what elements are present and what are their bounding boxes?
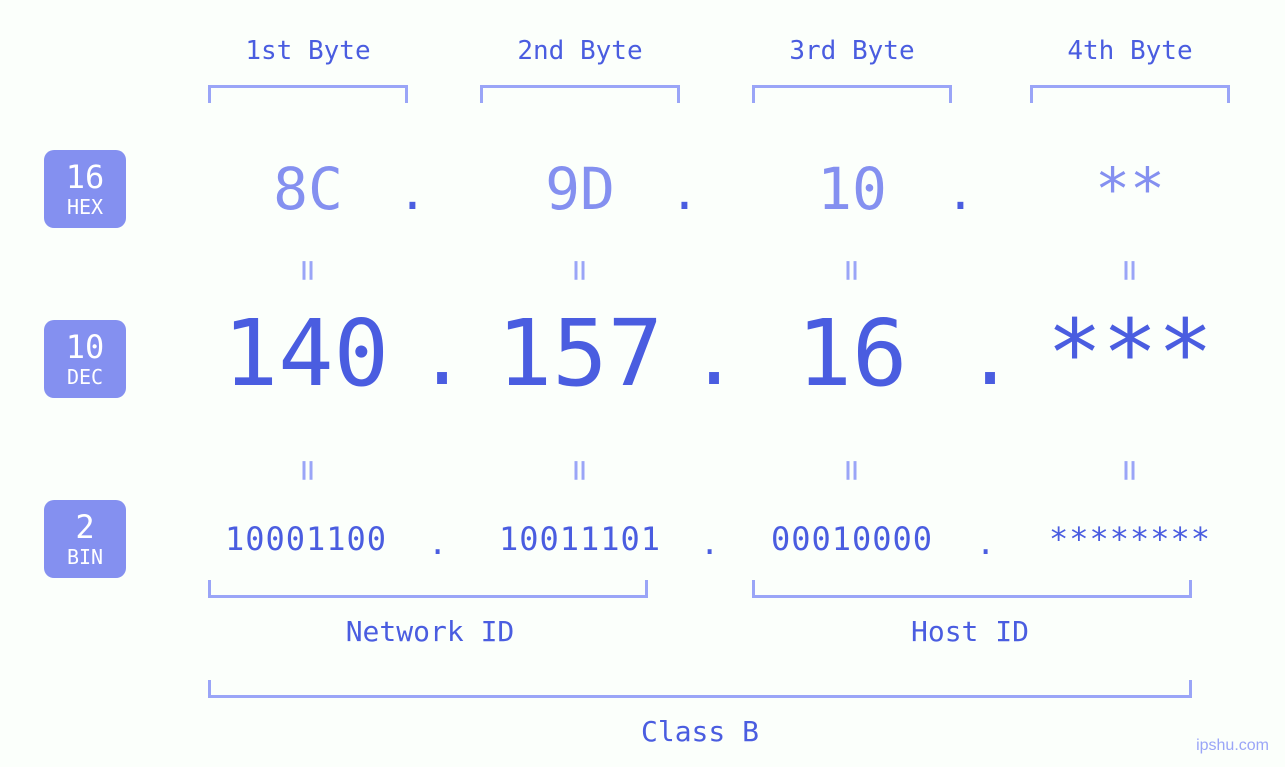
dec-base-num: 10 [66, 330, 105, 365]
byte-header-2: 2nd Byte [460, 36, 700, 66]
dec-base-label: DEC [67, 366, 103, 388]
bin-dot-3: . [976, 524, 995, 562]
dec-badge: 10 DEC [44, 320, 126, 398]
top-bracket-1 [208, 85, 408, 103]
bin-val-1: 10001100 [186, 520, 426, 558]
bin-val-2: 10011101 [460, 520, 700, 558]
dec-dot-2: . [690, 310, 738, 403]
bin-base-num: 2 [75, 510, 94, 545]
hex-val-1: 8C [208, 155, 408, 223]
eq-hd-2: = [559, 260, 600, 282]
dec-val-3: 16 [732, 300, 972, 407]
bin-val-3: 00010000 [732, 520, 972, 558]
class-label: Class B [560, 715, 840, 748]
bin-val-4: ******** [1010, 520, 1250, 558]
hex-val-4: ** [1030, 155, 1230, 223]
eq-db-4: = [1109, 460, 1150, 482]
top-bracket-3 [752, 85, 952, 103]
byte-header-1: 1st Byte [188, 36, 428, 66]
eq-hd-4: = [1109, 260, 1150, 282]
hex-badge: 16 HEX [44, 150, 126, 228]
hex-dot-3: . [946, 165, 975, 221]
eq-db-3: = [831, 460, 872, 482]
byte-header-3: 3rd Byte [732, 36, 972, 66]
hex-val-2: 9D [480, 155, 680, 223]
bin-dot-2: . [700, 524, 719, 562]
network-id-bracket [208, 580, 648, 598]
top-bracket-4 [1030, 85, 1230, 103]
dec-val-4: *** [1010, 300, 1250, 407]
hex-base-num: 16 [66, 160, 105, 195]
byte-header-4: 4th Byte [1010, 36, 1250, 66]
dec-dot-1: . [418, 310, 466, 403]
network-id-label: Network ID [300, 615, 560, 648]
top-bracket-2 [480, 85, 680, 103]
eq-hd-1: = [287, 260, 328, 282]
dec-dot-3: . [966, 310, 1014, 403]
host-id-bracket [752, 580, 1192, 598]
watermark: ipshu.com [1196, 737, 1269, 755]
hex-dot-2: . [670, 165, 699, 221]
hex-dot-1: . [398, 165, 427, 221]
class-bracket [208, 680, 1192, 698]
dec-val-2: 157 [460, 300, 700, 407]
bin-dot-1: . [428, 524, 447, 562]
hex-base-label: HEX [67, 196, 103, 218]
eq-hd-3: = [831, 260, 872, 282]
hex-val-3: 10 [752, 155, 952, 223]
bin-base-label: BIN [67, 546, 103, 568]
dec-val-1: 140 [186, 300, 426, 407]
host-id-label: Host ID [840, 615, 1100, 648]
eq-db-2: = [559, 460, 600, 482]
eq-db-1: = [287, 460, 328, 482]
bin-badge: 2 BIN [44, 500, 126, 578]
